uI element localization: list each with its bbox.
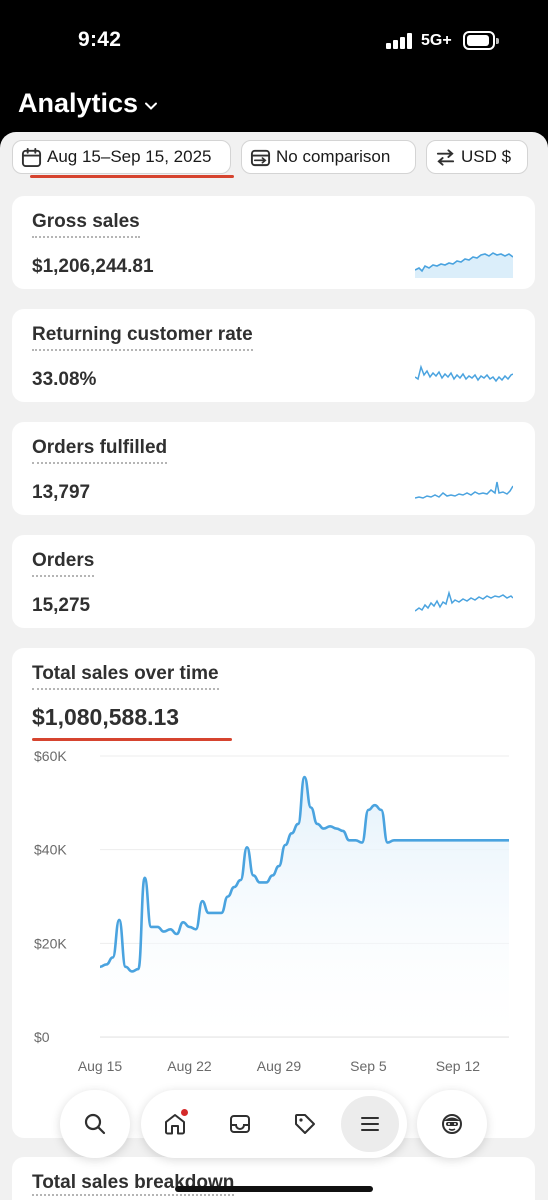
total-sales-line-chart[interactable]: $0 $20K $40K $60K Aug 15 Aug 22 Aug 29 Sep 5 Sep…: [12, 648, 535, 1138]
sparkline: [415, 252, 513, 278]
x-tick-label: Aug 15: [78, 1058, 123, 1074]
chart-total-value: $1,080,588.13: [32, 704, 180, 730]
inbox-icon: [230, 1115, 250, 1133]
metric-title[interactable]: Returning customer rate: [32, 324, 253, 351]
y-tick-label: $0: [34, 1029, 50, 1045]
cellular-signal-icon: [386, 33, 414, 49]
x-tick-label: Sep 12: [436, 1058, 481, 1074]
currency-label: USD $: [461, 147, 512, 166]
avatar-icon: [442, 1114, 462, 1134]
metric-card-gross-sales[interactable]: Gross sales $1,206,244.81: [12, 196, 535, 289]
date-range-label: Aug 15–Sep 15, 2025: [47, 147, 212, 166]
currency-filter[interactable]: USD $: [426, 140, 528, 174]
menu-icon: [361, 1117, 379, 1131]
y-tick-label: $40K: [34, 842, 67, 858]
menu-tab[interactable]: [341, 1096, 399, 1152]
inbox-tab[interactable]: [211, 1096, 269, 1152]
analytics-title-dropdown[interactable]: Analytics: [18, 88, 158, 119]
chevron-down-icon: [145, 102, 158, 110]
tag-icon: [295, 1114, 315, 1134]
chart-title[interactable]: Total sales over time: [32, 663, 219, 690]
x-tick-label: Sep 5: [350, 1058, 387, 1074]
date-range-highlight: [30, 175, 234, 178]
metric-value: 13,797: [32, 482, 91, 503]
search-icon: [84, 1113, 106, 1135]
search-tab-bar: [60, 1090, 130, 1158]
metric-title[interactable]: Gross sales: [32, 211, 140, 238]
sparkline: [415, 481, 513, 499]
breakdown-title: Total sales breakdown: [32, 1172, 235, 1196]
calendar-compare-icon: [250, 149, 271, 166]
home-tab[interactable]: [146, 1096, 204, 1152]
profile-tab-bar: [417, 1090, 487, 1158]
metric-value: 33.08%: [32, 369, 97, 390]
comparison-filter[interactable]: No comparison: [241, 140, 416, 174]
network-type: 5G+: [421, 32, 452, 49]
series-line: [99, 775, 509, 973]
x-tick-label: Aug 22: [167, 1058, 212, 1074]
search-button[interactable]: [66, 1096, 124, 1152]
notification-dot: [180, 1108, 189, 1117]
calendar-icon: [21, 147, 42, 167]
home-icon: [165, 1114, 185, 1135]
metric-value: $1,206,244.81: [32, 256, 154, 277]
x-tick-label: Aug 29: [257, 1058, 302, 1074]
total-value-highlight: [32, 738, 232, 741]
tag-tab[interactable]: [276, 1096, 334, 1152]
total-sales-chart-card: $0 $20K $40K $60K Aug 15 Aug 22 Aug 29 Sep 5 Sep…: [12, 648, 535, 1138]
page-title: Analytics: [18, 88, 139, 118]
comparison-label: No comparison: [276, 147, 391, 166]
y-tick-label: $60K: [34, 748, 67, 764]
metric-card-returning-rate[interactable]: Returning customer rate 33.08%: [12, 309, 535, 402]
metric-card-orders[interactable]: Orders 15,275: [12, 535, 535, 628]
metric-title[interactable]: Orders fulfilled: [32, 437, 168, 464]
sparkline: [415, 590, 513, 612]
metric-card-orders-fulfilled[interactable]: Orders fulfilled 13,797: [12, 422, 535, 515]
status-time: 9:42: [78, 28, 122, 51]
metric-value: 15,275: [32, 595, 91, 616]
main-tab-bar: [141, 1090, 407, 1158]
date-range-filter[interactable]: Aug 15–Sep 15, 2025: [12, 140, 231, 174]
profile-button[interactable]: [423, 1096, 481, 1152]
y-tick-label: $20K: [34, 935, 67, 951]
swap-arrows-icon: [436, 148, 455, 166]
battery-icon: [463, 31, 499, 50]
metric-title[interactable]: Orders: [32, 550, 95, 577]
analytics-sheet: Aug 15–Sep 15, 2025 No comparison USD $ …: [0, 132, 548, 1200]
total-sales-breakdown-card[interactable]: Total sales breakdown: [12, 1157, 535, 1200]
sparkline: [415, 364, 513, 383]
home-indicator: [175, 1186, 373, 1192]
status-bar: 9:42 5G+: [0, 0, 548, 80]
series-area: [100, 777, 509, 1037]
